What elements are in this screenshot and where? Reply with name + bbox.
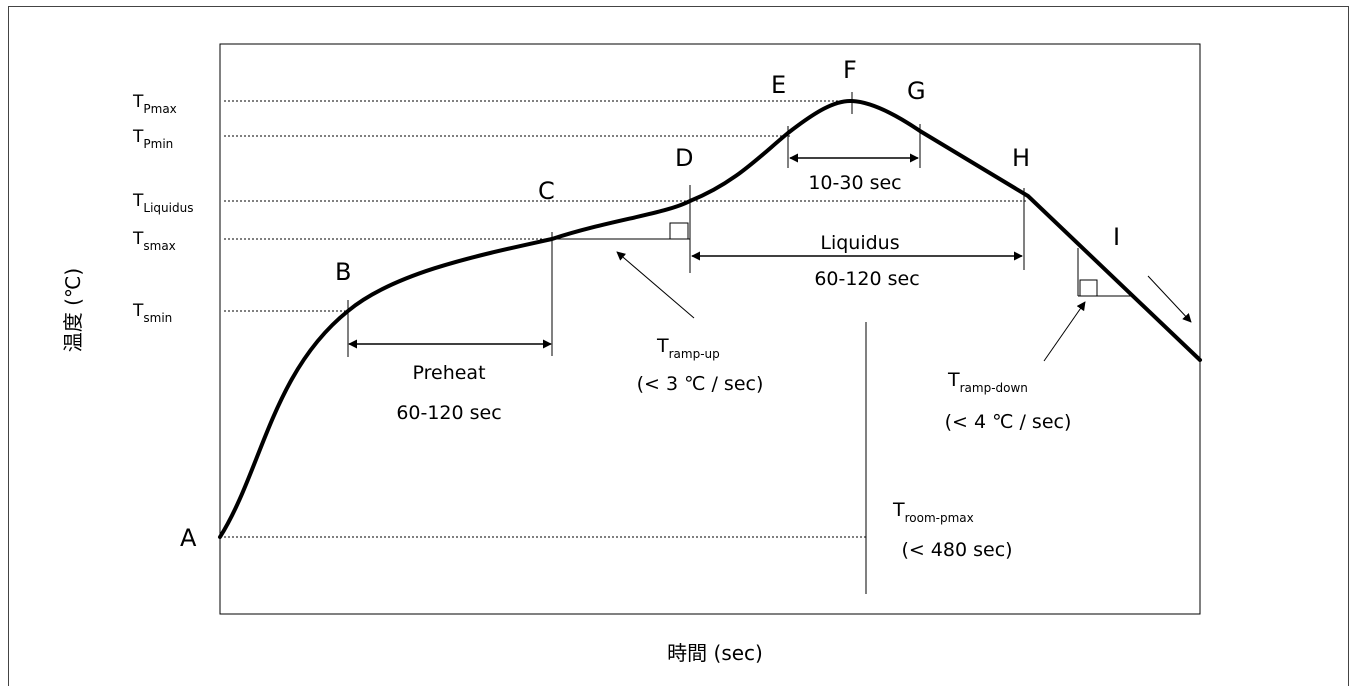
reflow-curve bbox=[218, 98, 1202, 539]
rate-labels: Tramp-up (< 3 ℃ / sec) Tramp-down (< 4 ℃… bbox=[637, 335, 1072, 561]
guide-lines bbox=[552, 222, 1133, 594]
peak-window-duration: 10-30 sec bbox=[808, 172, 901, 194]
ramp-down-right-angle bbox=[1079, 279, 1098, 297]
y-tick-tpmin: TPmin bbox=[132, 127, 173, 151]
y-tick-tsmax: Tsmax bbox=[132, 229, 176, 253]
room-pmax-symbol: Troom-pmax bbox=[892, 499, 974, 525]
point-label-a: A bbox=[180, 524, 197, 552]
y-tick-tpmax: TPmax bbox=[132, 92, 177, 116]
interval-labels: Preheat 60-120 sec Liquidus 60-120 sec 1… bbox=[396, 172, 919, 424]
point-label-h: H bbox=[1012, 144, 1030, 172]
ramp-down-pointer bbox=[1043, 301, 1086, 362]
reference-lines bbox=[224, 100, 1028, 538]
plot-area bbox=[219, 43, 1201, 615]
y-tick-tsmin: Tsmin bbox=[132, 301, 172, 325]
ramp-up-limit: (< 3 ℃ / sec) bbox=[637, 373, 764, 395]
ramp-up-symbol: Tramp-up bbox=[656, 335, 720, 361]
point-label-c: C bbox=[538, 177, 555, 205]
y-tick-tliquidus: TLiquidus bbox=[132, 191, 193, 215]
preheat-duration: 60-120 sec bbox=[396, 402, 501, 424]
cooling-direction-arrow bbox=[1147, 275, 1192, 323]
point-label-d: D bbox=[675, 144, 693, 172]
y-axis-label: 温度 (℃) bbox=[61, 268, 85, 352]
point-label-e: E bbox=[771, 71, 786, 99]
ramp-up-right-angle bbox=[669, 222, 689, 240]
pointer-arrows bbox=[616, 251, 1192, 362]
ramp-up-pointer bbox=[616, 251, 695, 319]
liquidus-duration: 60-120 sec bbox=[814, 268, 919, 290]
ramp-down-symbol: Tramp-down bbox=[947, 369, 1028, 395]
point-label-g: G bbox=[907, 77, 926, 105]
x-axis-label: 時間 (sec) bbox=[667, 641, 763, 665]
interval-arrows bbox=[348, 153, 1023, 349]
room-pmax-limit: (< 480 sec) bbox=[901, 539, 1012, 561]
point-label-f: F bbox=[843, 56, 857, 84]
y-tick-labels: TPmax TPmin TLiquidus Tsmax Tsmin bbox=[132, 92, 193, 325]
point-labels: A B C D E F G H I bbox=[180, 56, 1120, 552]
point-label-b: B bbox=[335, 258, 351, 286]
liquidus-name: Liquidus bbox=[820, 232, 899, 254]
point-label-i: I bbox=[1113, 223, 1120, 251]
preheat-name: Preheat bbox=[412, 362, 485, 384]
ramp-down-limit: (< 4 ℃ / sec) bbox=[945, 411, 1072, 433]
